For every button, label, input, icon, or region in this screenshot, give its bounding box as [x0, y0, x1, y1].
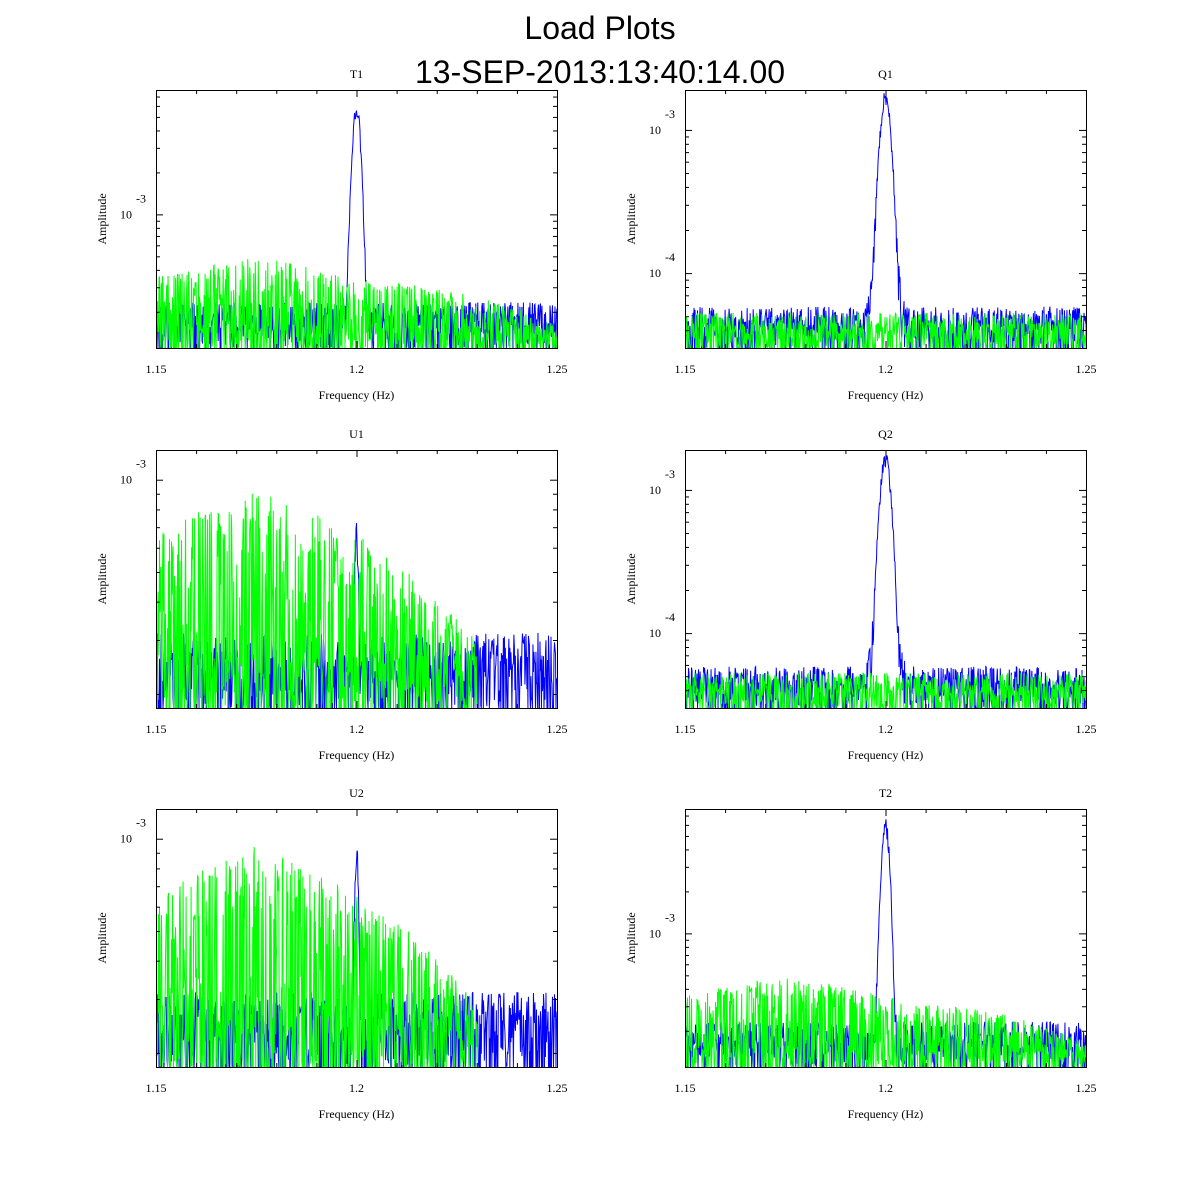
- y-axis-label: Amplitude: [95, 912, 109, 963]
- y-axis-label: Amplitude: [624, 193, 638, 244]
- x-tick-label: 1.25: [1076, 722, 1097, 736]
- series-blue-line: [156, 522, 557, 708]
- x-tick-label: 1.2: [878, 1081, 893, 1095]
- x-tick-label: 1.15: [675, 1081, 696, 1095]
- series-green-line: [685, 672, 1086, 708]
- x-tick-label: 1.15: [675, 362, 696, 376]
- y-tick-label: 10: [649, 626, 661, 640]
- x-tick-label: 1.15: [146, 1081, 167, 1095]
- series-blue-line: [156, 850, 557, 1067]
- chart-title: Q2: [878, 427, 893, 441]
- chart-t2: 1.15 1.2 1.25 10 -3 T2 Frequency (Hz) Amplitude: [624, 786, 1097, 1121]
- y-tick-label: 10: [649, 266, 661, 280]
- y-tick-label: 10: [649, 483, 661, 497]
- x-tick-label: 1.2: [349, 362, 364, 376]
- y-tick-exponent: -3: [665, 467, 675, 481]
- x-axis-label: Frequency (Hz): [848, 748, 924, 762]
- chart-title: T2: [879, 786, 892, 800]
- x-tick-label: 1.2: [878, 722, 893, 736]
- y-tick-exponent: -3: [665, 910, 675, 924]
- chart-title: Q1: [878, 67, 893, 81]
- x-tick-label: 1.25: [547, 1081, 568, 1095]
- y-tick-exponent: -4: [665, 610, 675, 624]
- y-axis-label: Amplitude: [95, 193, 109, 244]
- x-axis-label: Frequency (Hz): [319, 748, 395, 762]
- x-tick-label: 1.25: [1076, 1081, 1097, 1095]
- page-title: Load Plots: [524, 10, 676, 46]
- x-axis-label: Frequency (Hz): [848, 388, 924, 402]
- chart-q2: 1.15 1.2 1.25 10 -3 10 -4 Q2 Frequency (Hz) Ampli…: [624, 427, 1097, 762]
- x-tick-label: 1.15: [146, 362, 167, 376]
- series-green-line: [156, 493, 478, 708]
- chart-title: T1: [350, 67, 363, 81]
- series-green-line: [685, 978, 1086, 1067]
- x-axis-label: Frequency (Hz): [848, 1107, 924, 1121]
- chart-t1: 1.15 1.2 1.25 10 -3 T1 Frequency (Hz) Amplitude: [95, 67, 568, 402]
- y-tick-label: 10: [649, 123, 661, 137]
- y-axis-label: Amplitude: [624, 912, 638, 963]
- x-axis-label: Frequency (Hz): [319, 388, 395, 402]
- series-blue-line: [685, 455, 1086, 708]
- x-tick-label: 1.2: [349, 722, 364, 736]
- plot-frame: [685, 90, 1087, 349]
- x-tick-label: 1.2: [349, 1081, 364, 1095]
- x-tick-label: 1.25: [547, 362, 568, 376]
- series-green-line: [156, 847, 478, 1067]
- y-tick-exponent: -3: [665, 107, 675, 121]
- series-green-line: [685, 312, 1086, 348]
- series-blue-line: [685, 93, 1086, 348]
- y-tick-exponent: -3: [136, 816, 146, 830]
- chart-title: U1: [349, 427, 364, 441]
- y-axis-label: Amplitude: [95, 553, 109, 604]
- x-tick-label: 1.15: [146, 722, 167, 736]
- x-tick-label: 1.2: [878, 362, 893, 376]
- chart-u2: 1.15 1.2 1.25 10 -3 U2 Frequency (Hz) Amplitude: [95, 786, 568, 1121]
- chart-q1: 1.15 1.2 1.25 10 -3 10 -4 Q1 Frequency (Hz) Ampli…: [624, 67, 1097, 402]
- x-axis-label: Frequency (Hz): [319, 1107, 395, 1121]
- y-tick-label: 10: [120, 473, 132, 487]
- chart-title: U2: [349, 786, 364, 800]
- y-tick-exponent: -4: [665, 250, 675, 264]
- y-tick-label: 10: [649, 926, 661, 940]
- x-tick-label: 1.15: [675, 722, 696, 736]
- chart-u1: 1.15 1.2 1.25 10 -3 U1 Frequency (Hz) Amplitude: [95, 427, 568, 762]
- x-tick-label: 1.25: [1076, 362, 1097, 376]
- page-timestamp: 13-SEP-2013:13:40:14.00: [414, 54, 786, 90]
- y-axis-label: Amplitude: [624, 553, 638, 604]
- y-tick-label: 10: [120, 832, 132, 846]
- x-tick-label: 1.25: [547, 722, 568, 736]
- y-tick-exponent: -3: [136, 457, 146, 471]
- y-tick-label: 10: [120, 207, 132, 221]
- y-tick-exponent: -3: [136, 191, 146, 205]
- series-green-line: [156, 258, 557, 348]
